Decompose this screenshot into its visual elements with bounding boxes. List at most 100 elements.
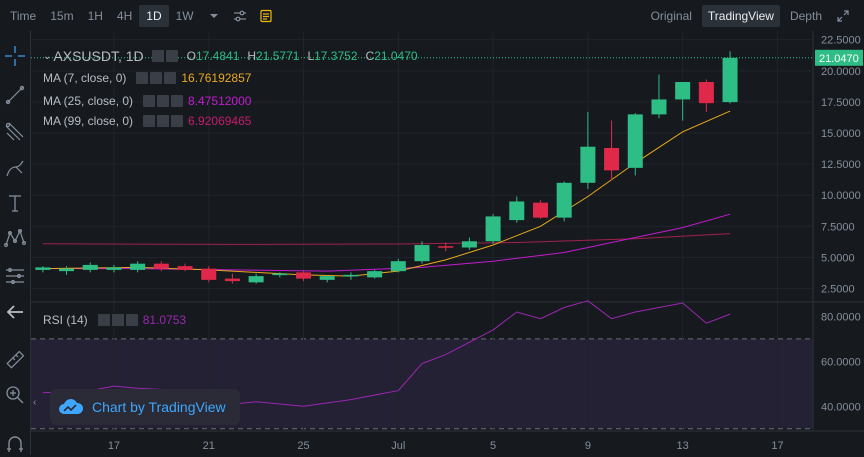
candle-body — [59, 268, 75, 272]
ma99-value: 6.92069465 — [188, 114, 252, 128]
chevron-down-icon[interactable] — [201, 5, 227, 27]
trend-line-icon[interactable] — [0, 81, 30, 109]
time-tick-label: 21 — [203, 440, 215, 452]
price-tick-label: 12.5000 — [821, 159, 861, 171]
candle-body — [153, 263, 169, 269]
fib-tool-icon[interactable] — [0, 118, 30, 146]
open-label: O — [186, 49, 196, 63]
cloud-logo-icon — [59, 399, 84, 414]
candle-body — [651, 99, 667, 115]
time-tick-label: 17 — [771, 440, 783, 452]
ma99-legend: MA (99, close, 0) 6.92069465 — [43, 114, 251, 128]
rsi-value: 81.0753 — [142, 313, 187, 327]
last-price-label: 21.0470 — [819, 53, 859, 65]
ma25-label: MA (25, close, 0) — [43, 94, 134, 108]
candle-body — [319, 276, 335, 280]
candle-body — [580, 146, 596, 183]
candle-body — [414, 245, 430, 262]
ma99-label: MA (99, close, 0) — [43, 114, 134, 128]
candle-body — [509, 201, 525, 221]
zoom-in-icon[interactable] — [0, 381, 30, 409]
last-price-badge — [815, 49, 863, 66]
candle-body — [35, 267, 51, 270]
crosshair-icon[interactable] — [0, 42, 30, 70]
legend-controls[interactable] — [151, 50, 178, 62]
indicators-icon[interactable] — [253, 5, 279, 27]
rsi-tick-label: 60.0000 — [821, 356, 861, 368]
close-label: C — [365, 49, 375, 63]
high-label: H — [247, 49, 257, 63]
back-arrow-icon[interactable] — [0, 298, 30, 326]
prediction-tool-icon[interactable] — [0, 261, 30, 289]
rsi-controls[interactable] — [97, 314, 138, 326]
text-tool-icon[interactable] — [0, 189, 30, 217]
view-tab-original[interactable]: Original — [650, 8, 692, 23]
candle-body — [604, 147, 620, 171]
candle-body — [177, 266, 193, 270]
time-tick-label: 9 — [585, 440, 591, 452]
candle-body — [272, 273, 288, 276]
pattern-tool-icon[interactable] — [0, 224, 30, 252]
interval-time[interactable]: Time — [10, 8, 37, 23]
price-tick-label: 17.5000 — [821, 97, 861, 109]
candle-body — [556, 182, 572, 218]
interval-1d[interactable]: 1D — [139, 4, 169, 27]
candle-body — [722, 57, 738, 103]
view-tab-depth[interactable]: Depth — [789, 8, 822, 23]
fullscreen-icon[interactable] — [830, 5, 856, 27]
candle-body — [675, 82, 691, 100]
interval-toolbar: Time 15m 1H 4H 1D 1W Original TradingVie… — [0, 0, 864, 32]
tradingview-watermark[interactable]: Chart by TradingView — [50, 389, 240, 425]
candle-body — [438, 246, 454, 248]
brush-icon[interactable] — [0, 154, 30, 182]
rsi-tick-label: 80.0000 — [821, 311, 861, 323]
candle-body — [390, 261, 406, 272]
drawing-toolbar — [0, 31, 31, 455]
ma7-controls[interactable] — [136, 72, 177, 84]
candle-body — [130, 263, 146, 270]
time-tick-label: 17 — [108, 440, 120, 452]
chevron-down-icon[interactable]: ⌄ — [43, 50, 52, 62]
ma25-line — [42, 213, 731, 272]
symbol-name: AXSUSDT, 1D — [53, 48, 144, 64]
watermark-text: Chart by TradingView — [92, 399, 226, 415]
ma7-legend: MA (7, close, 0) 16.76192857 — [43, 71, 251, 85]
time-tick-label: 5 — [490, 440, 496, 452]
low-label: L — [307, 49, 315, 63]
ruler-icon[interactable] — [0, 346, 30, 374]
interval-4h[interactable]: 4H — [116, 8, 133, 23]
interval-1w[interactable]: 1W — [175, 8, 194, 23]
ma7-label: MA (7, close, 0) — [43, 71, 127, 85]
ma99-controls[interactable] — [143, 115, 184, 127]
candle-body — [343, 274, 359, 277]
candle-body — [106, 267, 122, 270]
magnet-icon[interactable] — [0, 429, 30, 457]
ma25-controls[interactable] — [143, 95, 184, 107]
sliders-icon[interactable] — [227, 5, 253, 27]
candle-body — [248, 276, 264, 283]
view-tab-tradingview[interactable]: TradingView — [701, 4, 780, 27]
price-tick-label: 20.0000 — [821, 66, 861, 78]
candle-body — [367, 271, 383, 278]
interval-1h[interactable]: 1H — [87, 8, 103, 23]
price-tick-label: 7.5000 — [821, 221, 855, 233]
price-tick-label: 5.0000 — [821, 252, 855, 264]
candle-body — [224, 278, 240, 282]
candle-body — [698, 82, 714, 104]
close-value: 21.0470 — [374, 49, 418, 63]
candle-body — [296, 272, 312, 279]
interval-15m[interactable]: 15m — [50, 8, 74, 23]
collapse-toggle-icon[interactable]: ‹ — [33, 396, 37, 408]
rsi-tick-label: 40.0000 — [821, 401, 861, 413]
ma7-line — [42, 110, 731, 277]
time-tick-label: 25 — [297, 440, 309, 452]
candle-body — [485, 216, 501, 242]
low-value: 17.3752 — [314, 49, 358, 63]
ma25-legend: MA (25, close, 0) 8.47512000 — [43, 94, 251, 108]
price-tick-label: 2.5000 — [821, 284, 855, 296]
ma99-line — [42, 233, 731, 245]
candle-body — [532, 202, 548, 218]
chart-area[interactable]: 22.5000 20.0000 17.5000 15.0000 12.5000 10.00… — [31, 31, 864, 455]
rsi-label: RSI (14) — [43, 313, 88, 327]
price-tick-label: 10.0000 — [821, 190, 861, 202]
